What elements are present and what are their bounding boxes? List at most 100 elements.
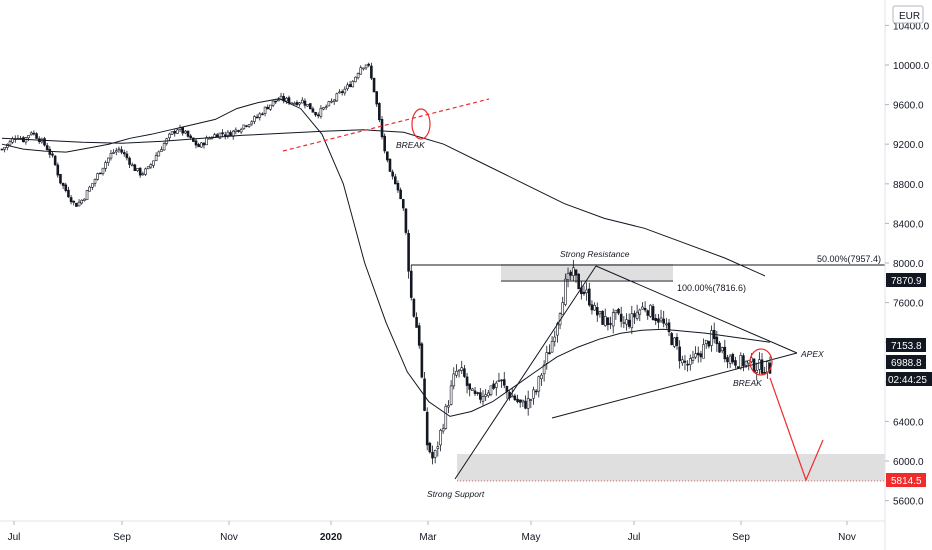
candle-body <box>766 361 769 373</box>
candle-body <box>59 173 62 184</box>
candle-body <box>545 352 549 364</box>
candle-body <box>492 383 495 389</box>
candle-body <box>274 100 278 103</box>
candle-body <box>460 367 464 371</box>
candle-body <box>688 358 692 365</box>
candle-body <box>521 399 525 403</box>
candle-body <box>529 399 533 401</box>
candle-body <box>409 270 413 298</box>
y-tick-label: 10000.0 <box>893 61 930 72</box>
candle-body <box>69 197 73 203</box>
candle-body <box>646 310 650 316</box>
support-zone <box>457 454 885 481</box>
fib-50-label: 50.00%(7957.4) <box>817 254 881 264</box>
candle-body <box>513 395 517 401</box>
candle-body <box>128 157 131 165</box>
candle-body <box>43 138 46 146</box>
candle-body <box>91 183 94 188</box>
candle-body <box>114 150 118 153</box>
candle-body <box>564 278 567 305</box>
x-tick-label: Jul <box>628 532 641 543</box>
candle-body <box>431 452 434 459</box>
candle-body <box>85 190 89 201</box>
y-tick-label: 10400.0 <box>893 21 930 32</box>
candle-body <box>670 333 673 346</box>
candle-body <box>338 91 341 94</box>
x-ticks: Jul Sep Nov 2020 Mar May Jul Sep Nov <box>8 521 856 543</box>
y-tick-label: 7600.0 <box>893 299 924 310</box>
candle-body <box>760 359 764 374</box>
candle-body <box>250 121 254 125</box>
candle-body <box>67 189 70 198</box>
candle-body <box>247 124 251 127</box>
candle-body <box>465 376 469 386</box>
candle-body <box>314 111 317 116</box>
candle-body <box>681 359 684 364</box>
candle-body <box>173 131 177 134</box>
candle-body <box>386 151 389 161</box>
candle-body <box>649 304 652 317</box>
candle-body <box>657 318 660 323</box>
candle-body <box>316 114 320 117</box>
candle-body <box>524 400 527 409</box>
break-label-bottom: BREAK <box>733 378 762 388</box>
candle-body <box>152 160 155 166</box>
candle-body <box>330 100 333 103</box>
candle-body <box>752 358 756 372</box>
candle-body <box>425 411 429 446</box>
candle-body <box>479 392 482 400</box>
candle-body <box>51 153 54 156</box>
drawings-layer <box>282 98 885 482</box>
candle-body <box>226 131 230 136</box>
candle-body <box>324 106 328 108</box>
candle-body <box>120 149 123 153</box>
moving-average-short <box>1 98 771 417</box>
rally-line <box>454 265 597 480</box>
candle-body <box>707 341 711 347</box>
candle-body <box>463 368 466 377</box>
candle-body <box>189 135 192 138</box>
candle-body <box>696 352 700 356</box>
candle-body <box>101 167 105 174</box>
candle-body <box>125 153 129 159</box>
candle-body <box>436 446 440 449</box>
candle-body <box>319 107 323 117</box>
price-badges: 7870.9 7153.8 6988.8 02:44:25 5814.5 <box>886 273 932 487</box>
candle-body <box>401 199 405 209</box>
x-tick-label: Sep <box>113 532 131 543</box>
candle-body <box>675 336 679 346</box>
candle-body <box>561 302 565 315</box>
candle-body <box>694 353 697 358</box>
candle-body <box>548 352 551 355</box>
candle-body <box>378 103 381 121</box>
candle-body <box>93 179 97 184</box>
candle-body <box>64 184 68 191</box>
candle-body <box>266 106 270 110</box>
candle-body <box>742 355 745 367</box>
candle-body <box>407 233 410 272</box>
x-tick-label: Nov <box>220 532 238 543</box>
candle-body <box>144 168 147 175</box>
triangle-upper <box>595 265 798 354</box>
break-label-top: BREAK <box>396 140 425 150</box>
resistance-zone <box>501 264 673 280</box>
candle-body <box>638 309 642 315</box>
candle-body <box>391 171 394 177</box>
candle-body <box>138 167 142 176</box>
candle-body <box>686 363 689 366</box>
y-tick-label: 9200.0 <box>893 140 924 151</box>
candle-body <box>83 198 86 201</box>
candle-body <box>380 119 384 138</box>
candle-body <box>221 132 224 135</box>
time-axis[interactable]: Jul Sep Nov 2020 Mar May Jul Sep Nov <box>0 520 885 543</box>
candle-body <box>635 311 639 319</box>
candle-body <box>104 162 107 169</box>
candle-body <box>603 316 607 326</box>
y-tick-label: 6400.0 <box>893 417 924 428</box>
candle-body <box>731 354 735 363</box>
y-tick-label: 8800.0 <box>893 180 924 191</box>
candle-body <box>673 337 676 347</box>
candle-body <box>109 152 113 159</box>
candle-body <box>736 366 740 369</box>
currency-selector[interactable]: EUR <box>892 5 924 24</box>
